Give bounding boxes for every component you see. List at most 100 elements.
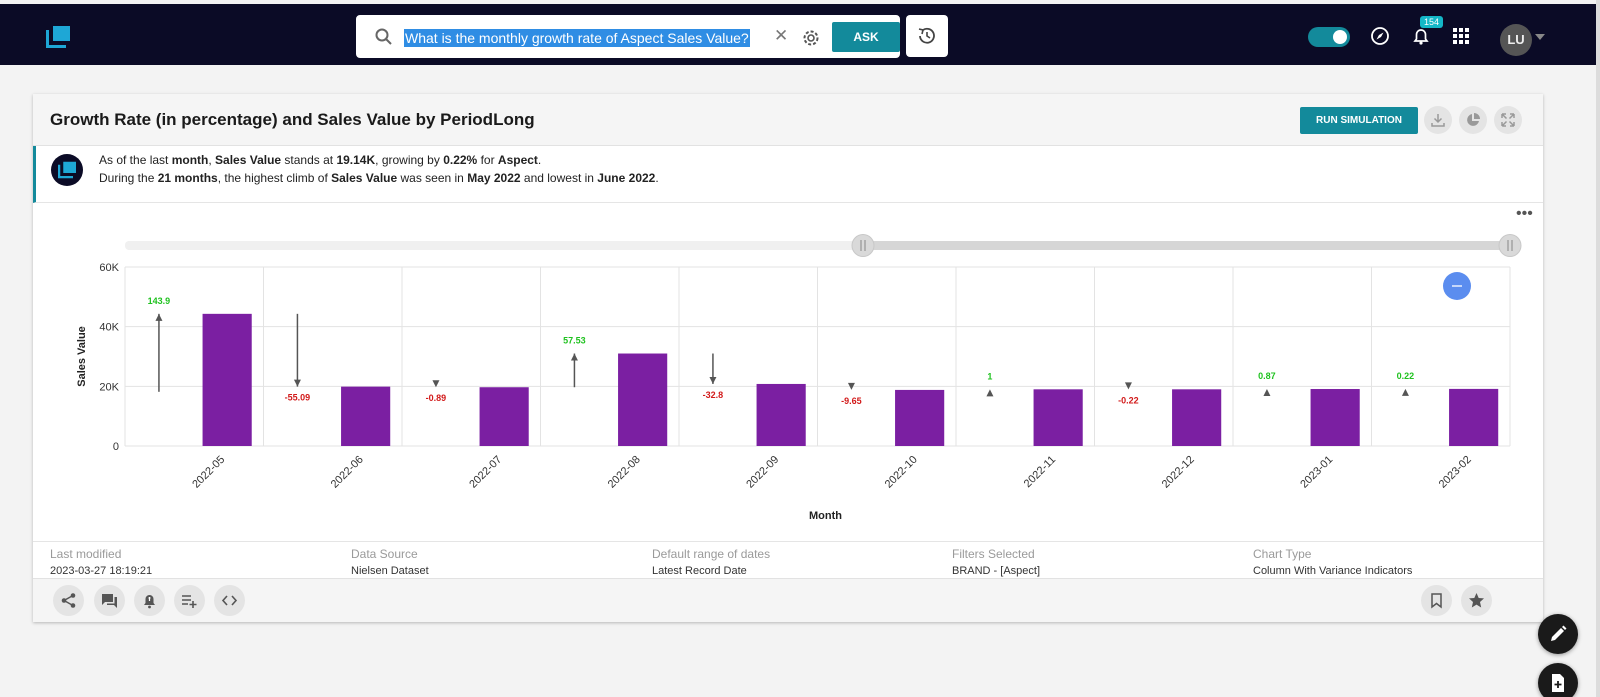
- chart-type-button[interactable]: [1459, 106, 1487, 134]
- bar: [895, 389, 945, 446]
- variance-label: 57.53: [563, 336, 586, 346]
- history-button[interactable]: [906, 15, 948, 57]
- variance-arrow-down-icon: [709, 376, 717, 384]
- search-icon: [375, 28, 392, 45]
- document-add-icon: [1552, 674, 1564, 692]
- app-logo[interactable]: [46, 26, 70, 48]
- meta-data-source: Data Source Nielsen Dataset: [351, 547, 429, 577]
- variance-arrow-up-icon: [570, 353, 578, 361]
- run-simulation-button[interactable]: RUN SIMULATION: [1300, 107, 1418, 134]
- share-icon: [61, 593, 76, 608]
- range-slider-selection[interactable]: [863, 241, 1510, 250]
- bookmark-button[interactable]: [1421, 585, 1452, 616]
- bar: [479, 387, 529, 446]
- x-tick-label: 2022-12: [1160, 454, 1197, 491]
- insight-line-2: During the 21 months, the highest climb …: [99, 171, 659, 185]
- x-tick-label: 2022-07: [467, 454, 504, 491]
- expand-icon: [1501, 113, 1515, 127]
- variance-arrow-up-icon: [155, 313, 163, 321]
- variance-arrow-down-icon: [293, 379, 301, 387]
- pie-chart-icon: [1467, 113, 1480, 126]
- y-tick-label: 40K: [99, 322, 119, 334]
- variance-arrow-down-icon: [847, 382, 855, 390]
- range-slider-handle-end[interactable]: [1498, 234, 1522, 257]
- comments-button[interactable]: [94, 585, 125, 616]
- x-tick-label: 2022-06: [329, 454, 366, 491]
- x-tick-label: 2023-01: [1298, 454, 1335, 491]
- chart-card: Growth Rate (in percentage) and Sales Va…: [33, 94, 1543, 622]
- x-tick-label: 2022-05: [190, 454, 227, 491]
- x-axis-title: Month: [809, 510, 842, 522]
- share-button[interactable]: [53, 585, 84, 616]
- new-document-fab[interactable]: [1538, 663, 1578, 697]
- edit-fab[interactable]: [1538, 614, 1578, 654]
- top-navbar: What is the monthly growth rate of Aspec…: [0, 4, 1600, 65]
- favorite-button[interactable]: [1461, 585, 1492, 616]
- insight-logo: [51, 154, 83, 186]
- chevron-down-icon[interactable]: [1535, 34, 1545, 40]
- y-tick-label: 0: [113, 441, 119, 453]
- theme-toggle[interactable]: [1308, 27, 1350, 47]
- playlist-add-icon: [182, 595, 197, 608]
- clear-icon[interactable]: ✕: [774, 26, 789, 45]
- pencil-icon: [1551, 625, 1567, 641]
- range-slider-handle-start[interactable]: [851, 234, 875, 257]
- download-button[interactable]: [1424, 106, 1452, 134]
- card-title: Growth Rate (in percentage) and Sales Va…: [50, 110, 535, 129]
- bar: [202, 313, 252, 446]
- variance-label: 0.87: [1258, 371, 1276, 381]
- bookmark-icon: [1431, 593, 1442, 609]
- bar: [1310, 389, 1360, 446]
- card-header: Growth Rate (in percentage) and Sales Va…: [33, 94, 1543, 146]
- bar: [1033, 389, 1083, 446]
- bar: [618, 353, 668, 446]
- gear-icon[interactable]: [800, 27, 822, 49]
- slider-grip-icon: [860, 240, 866, 251]
- bar: [1449, 388, 1499, 446]
- variance-label: -55.09: [285, 393, 311, 403]
- apps-grid-icon[interactable]: [1453, 28, 1469, 44]
- variance-label: -0.22: [1118, 395, 1139, 405]
- variance-label: -0.89: [426, 393, 447, 403]
- download-icon: [1431, 114, 1445, 127]
- insight-panel: As of the last month, Sales Value stands…: [33, 146, 1543, 203]
- notification-badge: 154: [1420, 16, 1444, 28]
- variance-arrow-down-icon: [432, 380, 440, 388]
- x-tick-label: 2022-10: [883, 454, 920, 491]
- avatar[interactable]: LU: [1500, 24, 1532, 56]
- slider-grip-icon: [1507, 240, 1513, 251]
- ask-button[interactable]: ASK: [832, 22, 900, 52]
- x-tick-label: 2022-11: [1022, 454, 1058, 490]
- variance-label: 1: [987, 371, 992, 381]
- x-tick-label: 2022-09: [744, 454, 781, 491]
- meta-last-modified: Last modified 2023-03-27 18:19:21: [50, 547, 153, 577]
- alert-button[interactable]: [134, 585, 165, 616]
- variance-arrow-up-icon: [1401, 388, 1409, 396]
- variance-arrow-down-icon: [1124, 382, 1132, 390]
- bell-icon[interactable]: [1411, 26, 1431, 46]
- y-tick-label: 60K: [99, 262, 119, 274]
- variance-label: -32.8: [703, 390, 724, 400]
- embed-code-button[interactable]: [214, 585, 245, 616]
- meta-filters: Filters Selected BRAND - [Aspect]: [952, 547, 1041, 577]
- meta-chart-type: Chart Type Column With Variance Indicato…: [1253, 547, 1413, 577]
- more-options-icon[interactable]: •••: [1516, 205, 1533, 222]
- expand-button[interactable]: [1494, 106, 1522, 134]
- code-icon: [221, 595, 238, 606]
- bar: [1172, 389, 1222, 446]
- compass-icon[interactable]: [1370, 26, 1390, 46]
- page-scrollbar[interactable]: [1596, 0, 1600, 697]
- y-axis-title: Sales Value: [76, 326, 88, 387]
- variance-arrow-up-icon: [1263, 389, 1271, 397]
- y-tick-label: 20K: [99, 381, 119, 393]
- variance-label: -9.65: [841, 396, 862, 406]
- search-input[interactable]: What is the monthly growth rate of Aspec…: [404, 29, 750, 47]
- card-footer: [33, 578, 1543, 622]
- comment-icon: [102, 594, 117, 608]
- column-chart: 0 20K 40K 60K Sales Value Month 2022-05 143.9 20…: [76, 234, 1522, 522]
- add-to-list-button[interactable]: [174, 585, 205, 616]
- chart-metadata: Last modified 2023-03-27 18:19:21 Data S…: [33, 541, 1543, 578]
- bar: [341, 386, 391, 446]
- app-logo-icon: [58, 161, 76, 179]
- star-icon: [1469, 593, 1484, 608]
